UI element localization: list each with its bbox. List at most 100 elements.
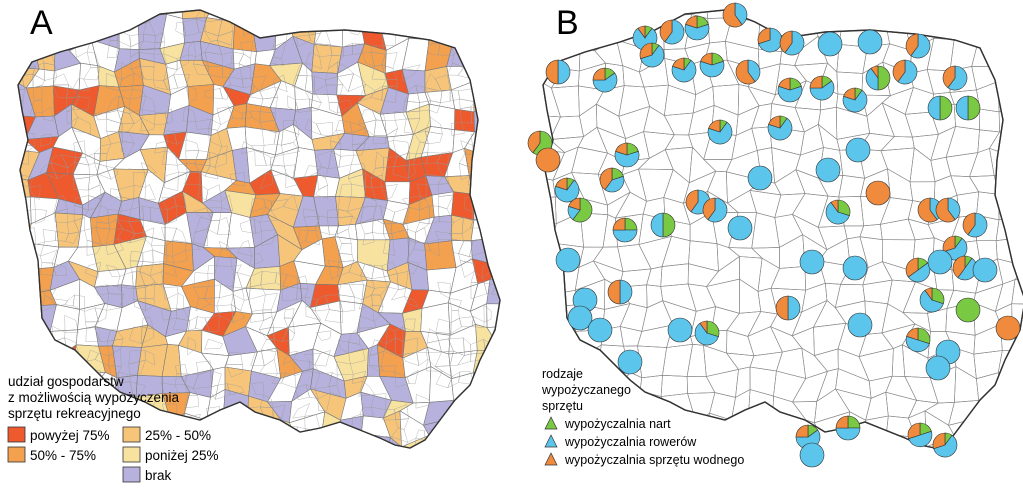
pie-slice-ski [572,197,593,223]
municipality-border [172,250,188,264]
district-region [490,103,500,135]
district-border [972,440,999,448]
rental-pie-symbol [892,59,918,85]
pie-slice-water [659,19,673,43]
municipality-border [338,294,355,312]
district-border [988,439,1017,448]
municipality-border [22,285,30,295]
rental-pie-symbol [932,432,958,458]
district-region [287,10,318,24]
rental-pie-symbol [799,442,825,468]
municipality-border [221,194,234,212]
district-region [245,287,282,315]
rental-pie-symbol [905,33,931,59]
rental-pie-symbol [694,320,720,346]
municipality-border [31,351,44,364]
district-region [451,20,478,48]
municipality-border [408,164,417,179]
rental-pie-symbol [722,2,748,28]
pie-slice-ski [955,297,981,323]
district-region [431,191,455,218]
pie-slice-bike [684,23,710,41]
pie-slice-water [906,327,919,341]
municipality-border [490,414,500,431]
pie-slice-water [527,130,541,154]
legend-swatch-50-75 [7,446,26,463]
district-region [18,257,39,293]
rental-pie-symbol [671,57,697,83]
municipality-border [351,414,362,429]
municipality-border [94,10,111,23]
district-border [1015,103,1023,135]
municipality-border [402,64,421,82]
municipality-border [18,119,20,135]
municipality-border [72,78,90,92]
district-border [581,10,600,21]
rental-pie-symbol [825,199,851,225]
rental-pie-symbol [650,212,676,238]
rental-pie-symbol [925,355,951,381]
district-border [543,288,564,307]
pie-slice-water [672,57,685,71]
rental-pie-symbol [779,30,805,56]
district-region [488,156,500,182]
pie-slice-water [592,67,606,81]
rental-pie-symbol [555,247,581,273]
pie-slice-water [599,167,613,191]
district-border [747,421,775,447]
district-region [341,433,362,448]
municipality-border [438,32,452,44]
district-region [18,223,32,244]
legend-swatch-none [122,466,141,483]
municipality-border [214,153,227,168]
pie-slice-water [612,217,626,231]
municipality-border [327,14,343,23]
municipality-border [30,338,44,356]
municipality-border [40,350,56,366]
municipality-border [167,205,177,224]
panel-a-label: A [30,4,53,42]
district-region [420,302,451,336]
rental-pie-symbol [835,415,861,441]
municipality-border [159,10,179,13]
rental-pie-symbol [927,249,953,275]
municipality-border [185,85,197,102]
municipality-border [294,12,308,19]
municipality-border [490,384,500,399]
municipality-border [490,429,500,441]
rental-pie-symbol [592,67,618,93]
municipality-border [258,10,278,13]
municipality-border [417,10,432,13]
municipality-border [51,262,67,276]
pie-slice-water [615,142,628,156]
municipality-border [35,209,48,224]
municipality-border [64,315,79,333]
panel-b-label: B [556,4,579,42]
municipality-border [61,351,79,367]
municipality-border [204,315,220,332]
pie-slice-bike [640,44,665,68]
municipality-border [141,326,155,344]
district-border [643,10,672,17]
district-region [56,10,75,21]
municipality-border [337,99,353,114]
legend-b-title-2: wypożyczanego [541,383,631,397]
municipality-border [406,369,419,385]
municipality-border [383,239,395,256]
municipality-border [484,349,494,368]
municipality-border [106,40,118,59]
municipality-border [480,52,498,66]
pie-slice-bike [905,335,930,353]
district-border [1014,263,1023,281]
municipality-border [164,171,179,191]
pie-slice-bike [614,150,640,168]
district-border [1018,368,1023,393]
pie-slice-water [757,27,771,45]
district-border [1012,439,1023,448]
district-region [54,17,75,52]
rental-pie-symbol [927,95,953,121]
district-region [486,324,500,351]
district-border [795,10,828,26]
rental-pie-symbol [935,197,961,223]
municipality-border [337,437,353,448]
